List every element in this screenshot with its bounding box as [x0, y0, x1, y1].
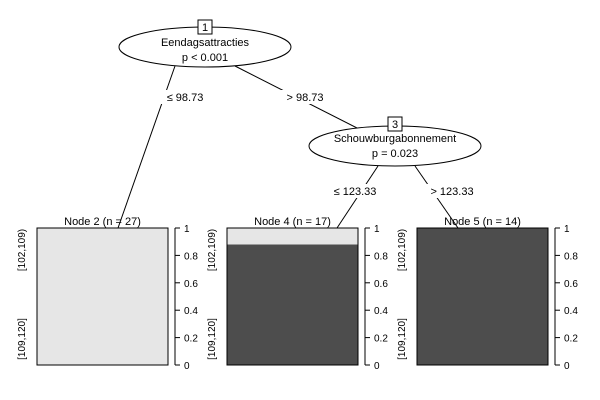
y-tick-label: 1 — [374, 224, 380, 235]
y-tick-label: 0.8 — [564, 251, 578, 262]
node-id-box — [197, 19, 213, 35]
y-tick-label: 0.4 — [184, 306, 198, 317]
y-tick-label: 0.6 — [564, 279, 578, 290]
edge-label-3-4: ≤ 123.33 — [334, 186, 377, 198]
panel-frame — [416, 227, 549, 366]
y-tick-label: 0 — [374, 361, 380, 372]
edge-label-bg — [160, 90, 210, 104]
terminal-node-title: Node 2 (n = 27) — [64, 216, 141, 228]
edge-label-1-3: > 98.73 — [286, 92, 323, 104]
y-tick-label: 1 — [564, 224, 570, 235]
node-id: 1 — [202, 22, 208, 34]
class-label-top: [102,109) — [17, 229, 28, 271]
node-id: 3 — [392, 119, 398, 131]
class-label-bottom: [109,120] — [397, 318, 408, 360]
node-id-box — [387, 116, 403, 132]
panel-frame — [36, 227, 169, 366]
bar-segment-class-109-120 — [37, 228, 168, 365]
node-p-value: p = 0.023 — [372, 148, 418, 160]
y-tick-label: 0.8 — [184, 251, 198, 262]
edge-label-bg — [424, 184, 480, 198]
y-tick-label: 0.4 — [374, 306, 388, 317]
node-p-value: p < 0.001 — [182, 52, 228, 64]
terminal-node-title: Node 5 (n = 14) — [444, 216, 521, 228]
y-tick-label: 1 — [184, 224, 190, 235]
edge-label-3-5: > 123.33 — [430, 186, 473, 198]
edge-label-1-2: ≤ 98.73 — [167, 92, 204, 104]
bar-segment-class-102-109 — [227, 244, 358, 365]
y-tick-label: 0.2 — [374, 334, 388, 345]
class-label-top: [102,109) — [207, 229, 218, 271]
class-label-top: [102,109) — [397, 229, 408, 271]
bar-segment-class-102-109 — [417, 228, 548, 365]
edge-label-bg — [280, 90, 330, 104]
terminal-node-title: Node 4 (n = 17) — [254, 216, 331, 228]
panel-frame — [226, 227, 359, 366]
terminal-node-2: Node 2 (n = 27) 0 0.2 0.4 0.6 0.8 1 [102,109) [1… — [17, 216, 198, 372]
terminal-node-4: Node 4 (n = 17) 0 0.2 0.4 0.6 0.8 1 [102,109) [1… — [207, 216, 388, 372]
node-variable: Schouwburgabonnement — [334, 133, 456, 145]
node-ellipse — [308, 125, 482, 167]
terminal-node-5: Node 5 (n = 14) 0 0.2 0.4 0.6 0.8 1 [102,109) [1… — [397, 216, 578, 372]
class-label-bottom: [109,120] — [17, 318, 28, 360]
y-tick-label: 0.4 — [564, 306, 578, 317]
class-label-bottom: [109,120] — [207, 318, 218, 360]
inner-node-3: 3 Schouwburgabonnement p = 0.023 — [308, 116, 482, 167]
y-tick-label: 0.2 — [184, 334, 198, 345]
y-tick-label: 0.6 — [374, 279, 388, 290]
y-tick-label: 0.8 — [374, 251, 388, 262]
node-variable: Eendagsattracties — [161, 37, 250, 49]
inner-node-1: 1 Eendagsattracties p < 0.001 — [118, 19, 292, 68]
bar-segment-class-109-120 — [227, 228, 358, 245]
y-tick-label: 0.6 — [184, 279, 198, 290]
y-tick-label: 0 — [184, 361, 190, 372]
y-tick-label: 0.2 — [564, 334, 578, 345]
y-tick-label: 0 — [564, 361, 570, 372]
edge-label-bg — [327, 184, 383, 198]
